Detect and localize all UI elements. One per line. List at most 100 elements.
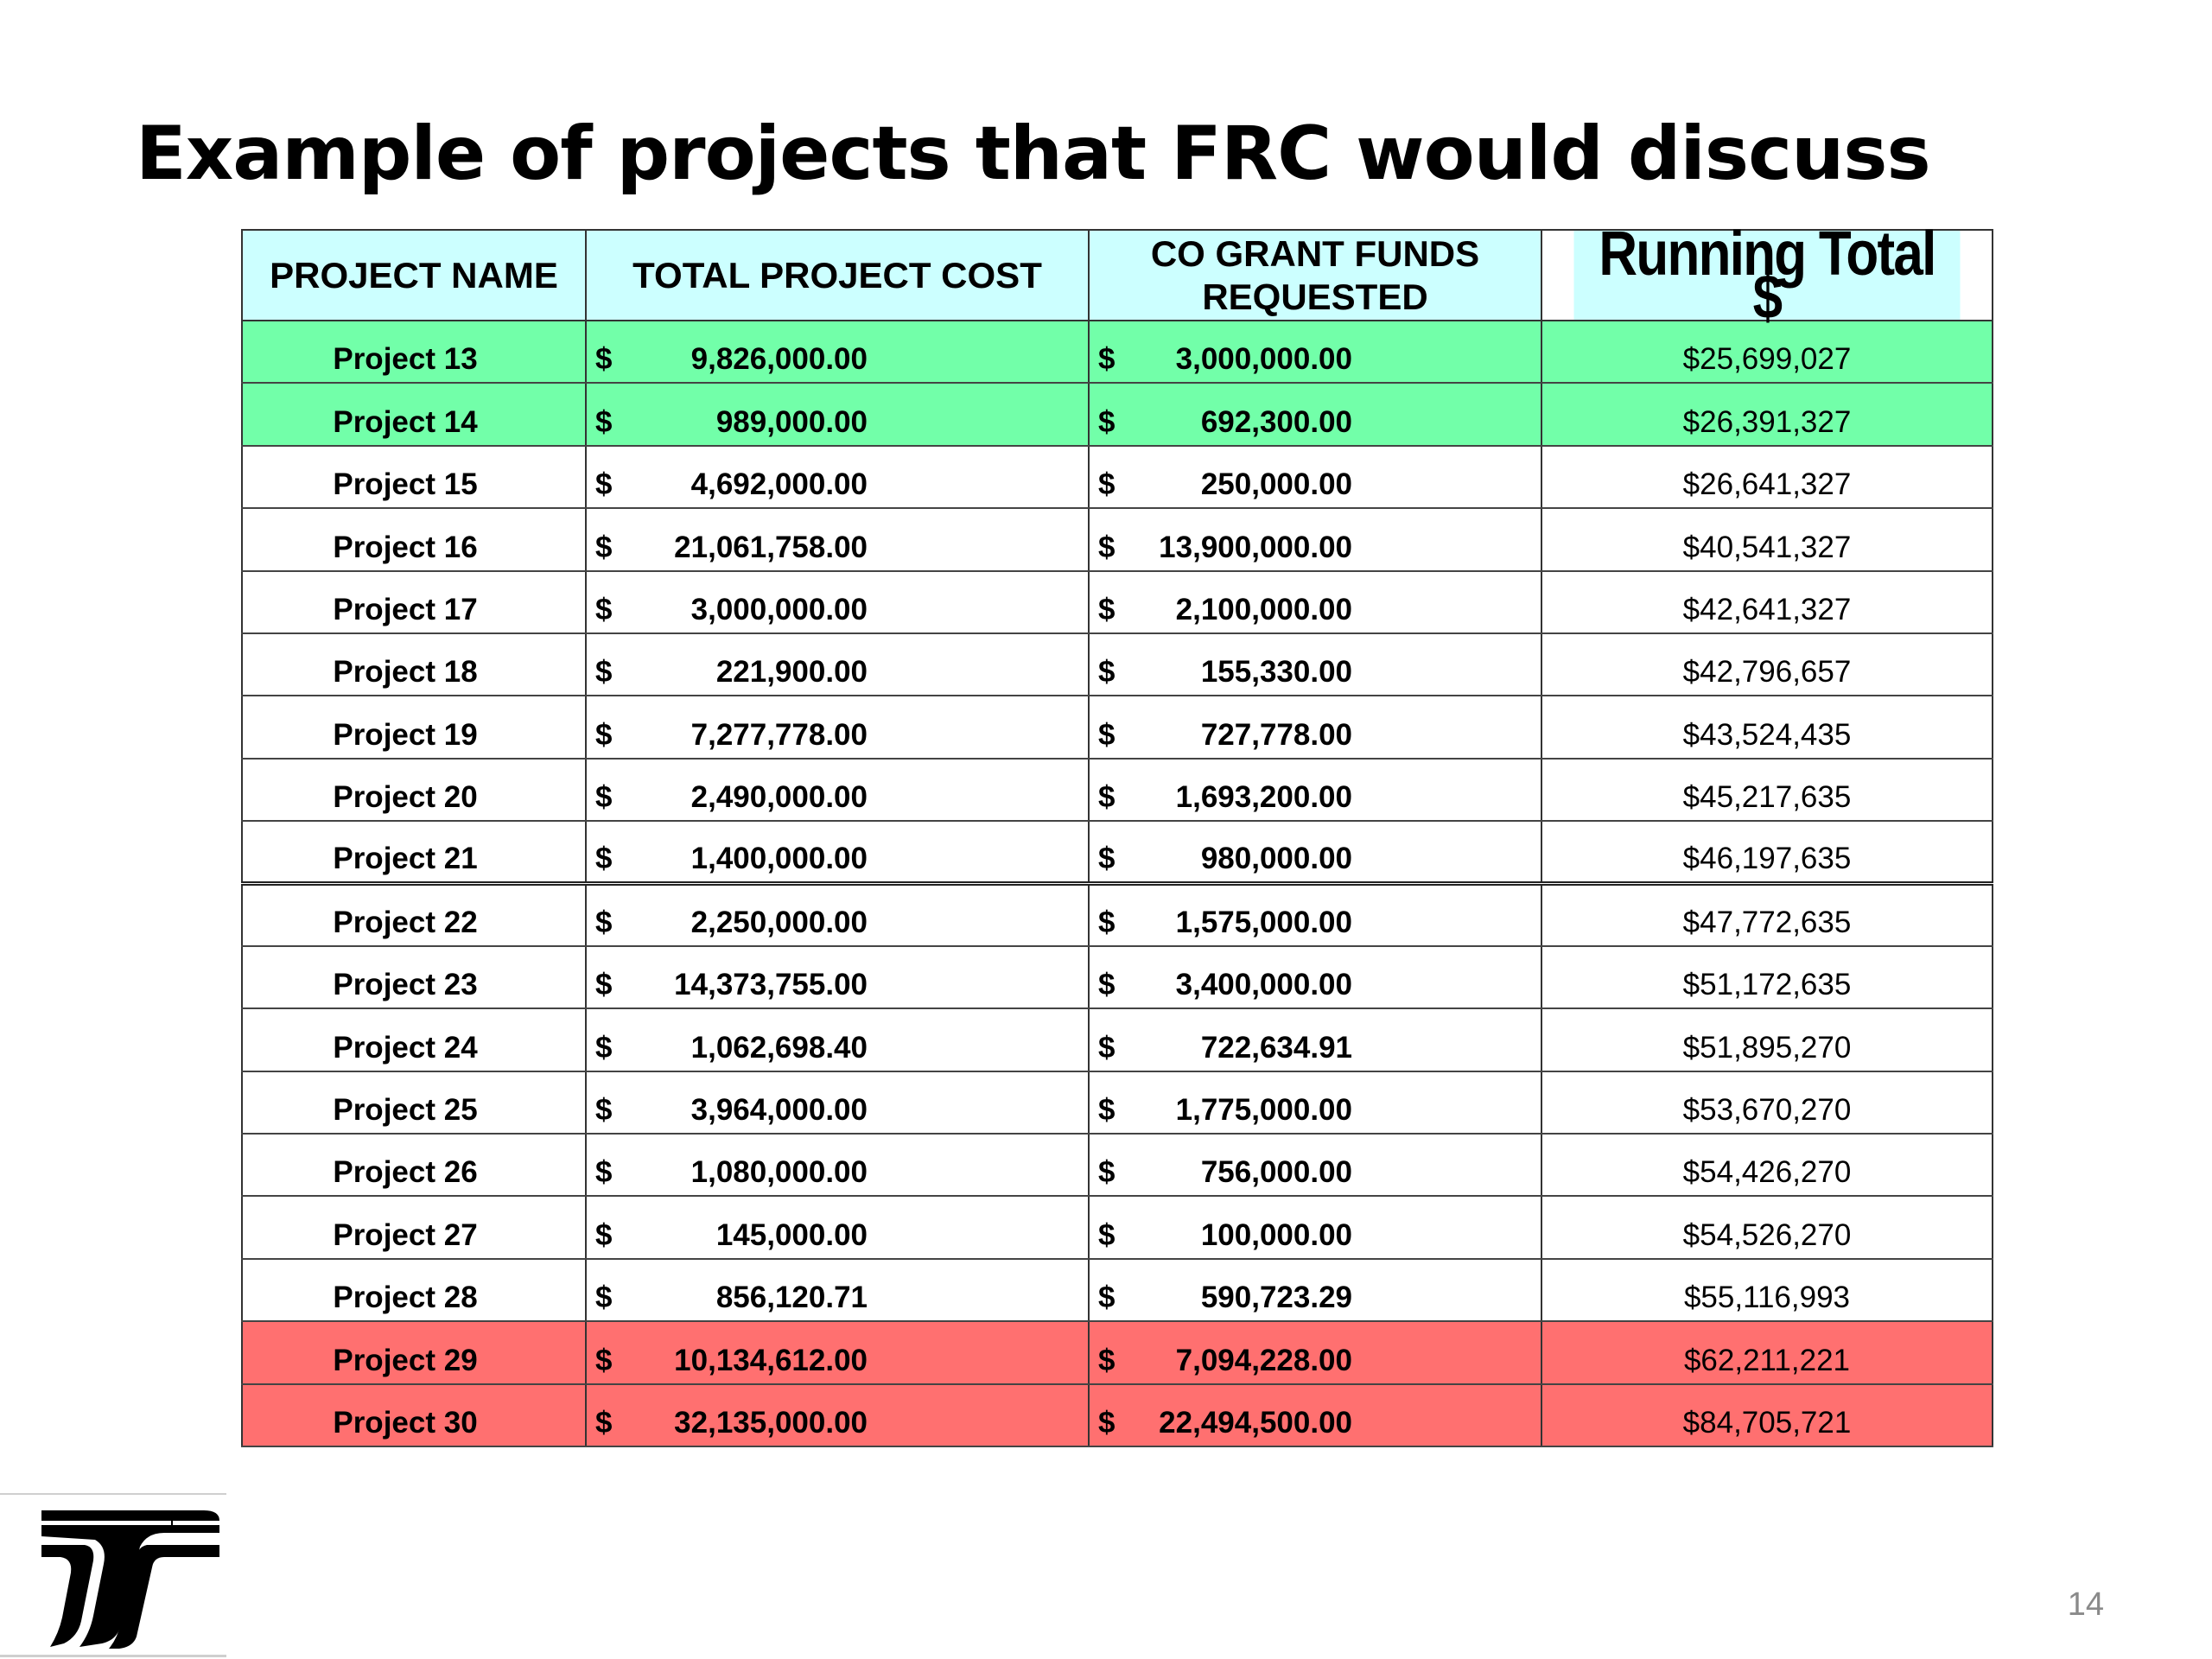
table-body: Project 13 $9,826,000.00 $3,000,000.00 $25,…	[241, 319, 1993, 1448]
cell-running-total: $25,699,027	[1541, 319, 1993, 385]
cell-running-total: $26,391,327	[1541, 382, 1993, 447]
cell-total-project-cost: $14,373,755.00	[585, 944, 1090, 1010]
cell-running-total: $26,641,327	[1541, 444, 1993, 510]
table-row: Project 14 $989,000.00 $692,300.00 $26,391,…	[241, 382, 1993, 447]
table-row: Project 25 $3,964,000.00 $1,775,000.00 $53,…	[241, 1070, 1993, 1135]
table-row: Project 26 $1,080,000.00 $756,000.00 $54,42…	[241, 1133, 1993, 1198]
table-row: Project 16 $21,061,758.00 $13,900,000.00 $4…	[241, 507, 1993, 572]
currency-sign: $	[595, 655, 613, 690]
logo-divider-top	[0, 1493, 226, 1495]
currency-sign: $	[1098, 1217, 1116, 1252]
currency-sign: $	[1098, 1030, 1116, 1065]
cell-running-total: $47,772,635	[1541, 882, 1993, 947]
table-row: Project 17 $3,000,000.00 $2,100,000.00 $42,…	[241, 569, 1993, 634]
cell-project-name: Project 22	[241, 882, 587, 947]
cell-project-name: Project 18	[241, 632, 587, 697]
cell-running-total: $45,217,635	[1541, 757, 1993, 823]
cell-total-project-cost: $989,000.00	[585, 382, 1090, 447]
amount-value: 3,400,000.00	[1175, 968, 1352, 1002]
cell-co-grant-funds: $980,000.00	[1088, 820, 1542, 887]
currency-sign: $	[595, 717, 613, 752]
amount-value: 145,000.00	[715, 1217, 868, 1252]
amount-value: 4,692,000.00	[690, 467, 868, 502]
cell-project-name: Project 21	[241, 820, 587, 887]
cell-running-total: $40,541,327	[1541, 507, 1993, 572]
projects-table: PROJECT NAME TOTAL PROJECT COST CO GRANT…	[241, 223, 1993, 1448]
cell-total-project-cost: $1,062,698.40	[585, 1007, 1090, 1072]
cell-project-name: Project 30	[241, 1382, 587, 1448]
table-row: Project 18 $221,900.00 $155,330.00 $42,796,…	[241, 632, 1993, 697]
cell-project-name: Project 28	[241, 1257, 587, 1323]
currency-sign: $	[1098, 1155, 1116, 1190]
currency-sign: $	[1098, 467, 1116, 502]
header-co-grant-funds: CO GRANT FUNDS REQUESTED	[1088, 229, 1542, 321]
cell-project-name: Project 17	[241, 569, 587, 634]
table-row: Project 20 $2,490,000.00 $1,693,200.00 $45,…	[241, 757, 1993, 823]
header-project-name: PROJECT NAME	[241, 229, 587, 321]
table-header-row: PROJECT NAME TOTAL PROJECT COST CO GRANT…	[241, 223, 1993, 328]
header-running-total: Running Total $	[1572, 223, 1962, 328]
cell-co-grant-funds: $1,693,200.00	[1088, 757, 1542, 823]
page-number: 14	[2067, 1586, 2104, 1623]
cell-running-total: $42,796,657	[1541, 632, 1993, 697]
currency-sign: $	[1098, 342, 1116, 377]
table-row: Project 29 $10,134,612.00 $7,094,228.00 $62…	[241, 1320, 1993, 1385]
cell-total-project-cost: $3,000,000.00	[585, 569, 1090, 634]
cell-running-total: $54,526,270	[1541, 1195, 1993, 1260]
currency-sign: $	[1098, 1343, 1116, 1377]
cell-total-project-cost: $9,826,000.00	[585, 319, 1090, 385]
amount-value: 3,000,000.00	[690, 592, 868, 626]
table-row: Project 19 $7,277,778.00 $727,778.00 $43,52…	[241, 695, 1993, 760]
cell-running-total: $42,641,327	[1541, 569, 1993, 634]
cell-total-project-cost: $7,277,778.00	[585, 695, 1090, 760]
amount-value: 1,775,000.00	[1175, 1093, 1352, 1128]
currency-sign: $	[595, 905, 613, 939]
currency-sign: $	[595, 342, 613, 377]
cell-running-total: $55,116,993	[1541, 1257, 1993, 1323]
amount-value: 10,134,612.00	[674, 1343, 868, 1377]
amount-value: 1,575,000.00	[1175, 905, 1352, 939]
cell-project-name: Project 23	[241, 944, 587, 1010]
stylized-t-logo-icon	[41, 1510, 219, 1649]
table-row: Project 27 $145,000.00 $100,000.00 $54,526,…	[241, 1195, 1993, 1260]
amount-value: 2,100,000.00	[1175, 592, 1352, 626]
cell-co-grant-funds: $590,723.29	[1088, 1257, 1542, 1323]
cell-total-project-cost: $10,134,612.00	[585, 1320, 1090, 1385]
cell-co-grant-funds: $1,575,000.00	[1088, 882, 1542, 947]
currency-sign: $	[595, 1030, 613, 1065]
currency-sign: $	[595, 1217, 613, 1252]
cell-running-total: $53,670,270	[1541, 1070, 1993, 1135]
currency-sign: $	[595, 968, 613, 1002]
currency-sign: $	[1098, 905, 1116, 939]
cell-running-total: $84,705,721	[1541, 1382, 1993, 1448]
amount-value: 21,061,758.00	[674, 530, 868, 564]
amount-value: 9,826,000.00	[690, 342, 868, 377]
cell-running-total: $51,895,270	[1541, 1007, 1993, 1072]
amount-value: 7,094,228.00	[1175, 1343, 1352, 1377]
table-row: Project 28 $856,120.71 $590,723.29 $55,116,…	[241, 1257, 1993, 1323]
amount-value: 1,693,200.00	[1175, 780, 1352, 815]
cell-project-name: Project 29	[241, 1320, 587, 1385]
cell-co-grant-funds: $2,100,000.00	[1088, 569, 1542, 634]
currency-sign: $	[595, 467, 613, 502]
logo-divider-bottom	[0, 1655, 226, 1657]
currency-sign: $	[595, 404, 613, 439]
cell-running-total: $46,197,635	[1541, 820, 1993, 887]
currency-sign: $	[595, 1343, 613, 1377]
currency-sign: $	[595, 1406, 613, 1440]
table-row: Project 30 $32,135,000.00 $22,494,500.00 $8…	[241, 1382, 1993, 1448]
cell-co-grant-funds: $1,775,000.00	[1088, 1070, 1542, 1135]
cell-total-project-cost: $32,135,000.00	[585, 1382, 1090, 1448]
table-row: Project 13 $9,826,000.00 $3,000,000.00 $25,…	[241, 319, 1993, 385]
cell-co-grant-funds: $692,300.00	[1088, 382, 1542, 447]
amount-value: 32,135,000.00	[674, 1406, 868, 1440]
currency-sign: $	[595, 1093, 613, 1128]
amount-value: 3,964,000.00	[690, 1093, 868, 1128]
header-total-project-cost: TOTAL PROJECT COST	[585, 229, 1090, 321]
cell-co-grant-funds: $155,330.00	[1088, 632, 1542, 697]
cell-running-total: $51,172,635	[1541, 944, 1993, 1010]
cell-total-project-cost: $2,490,000.00	[585, 757, 1090, 823]
amount-value: 590,723.29	[1200, 1281, 1352, 1315]
slide-title: Example of projects that FRC would discu…	[136, 111, 1931, 197]
currency-sign: $	[1098, 592, 1116, 626]
